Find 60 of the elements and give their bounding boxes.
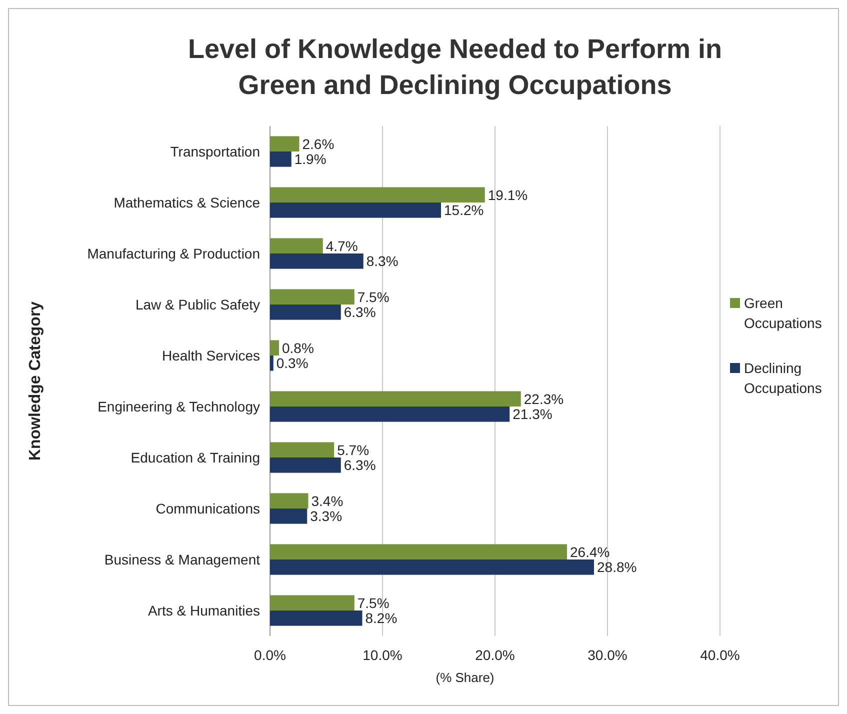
y-tick-label: Education & Training	[130, 450, 260, 466]
bar	[270, 152, 292, 167]
bar	[270, 340, 279, 356]
bar	[270, 391, 521, 406]
data-label: 4.7%	[326, 238, 358, 254]
data-label: 3.4%	[311, 492, 344, 509]
data-label: 7.5%	[357, 594, 390, 611]
bar	[270, 508, 308, 524]
bar	[270, 238, 323, 254]
y-tick-label: Mathematics & Science	[114, 194, 260, 210]
data-label: 5.7%	[337, 442, 370, 458]
data-label: 0.3%	[276, 355, 308, 372]
legend-label: Green Occupations	[744, 295, 822, 331]
x-axis-title: (% Share)	[436, 670, 494, 685]
data-label: 8.3%	[366, 253, 398, 270]
x-tick-label: 40.0%	[700, 647, 740, 663]
x-tick-label: 20.0%	[475, 647, 515, 663]
bar	[270, 187, 485, 202]
bar	[270, 595, 354, 610]
y-tick-label: Communications	[156, 500, 260, 516]
y-tick-label: Health Services	[162, 348, 260, 364]
y-tick-label: Business & Management	[104, 552, 260, 568]
y-tick-label: Engineering & Technology	[98, 398, 260, 414]
data-label: 15.2%	[444, 202, 484, 218]
bar	[270, 544, 567, 560]
y-tick-label: Manufacturing & Production	[87, 246, 260, 262]
y-tick-label: Law & Public Safety	[135, 296, 260, 312]
bar	[270, 304, 341, 320]
data-label: 21.3%	[512, 406, 552, 422]
bar	[270, 406, 510, 422]
data-label: 3.3%	[310, 508, 342, 524]
x-tick-label: 30.0%	[588, 647, 628, 663]
bar	[270, 202, 441, 218]
bar	[270, 442, 334, 458]
data-label: 6.3%	[344, 457, 376, 474]
data-label: 7.5%	[357, 288, 390, 305]
y-tick-label: Transportation	[170, 144, 260, 160]
legend-label: Declining Occupations	[744, 360, 822, 396]
bar	[270, 254, 364, 269]
bar	[270, 610, 362, 626]
data-label: 0.8%	[282, 340, 314, 356]
x-tick-label: 10.0%	[362, 647, 402, 663]
data-label: 2.6%	[302, 136, 334, 152]
y-axis-title: Knowledge Category	[27, 301, 44, 461]
data-label: 1.9%	[294, 151, 326, 168]
y-tick-label: Arts & Humanities	[148, 602, 260, 618]
bar	[270, 560, 594, 575]
bar	[270, 493, 308, 508]
data-label: 26.4%	[570, 544, 610, 560]
bar	[270, 356, 274, 371]
x-tick-label: 0.0%	[254, 647, 286, 663]
data-label: 19.1%	[488, 186, 528, 203]
bar	[270, 136, 300, 152]
data-label: 6.3%	[344, 304, 376, 320]
bar	[270, 458, 341, 473]
bar	[270, 289, 354, 304]
chart-title: Level of Knowledge Needed to Perform in Green and Declining Occupations	[188, 34, 722, 100]
data-label: 8.2%	[365, 610, 398, 626]
data-label: 22.3%	[524, 390, 564, 407]
data-label: 28.8%	[597, 559, 637, 576]
